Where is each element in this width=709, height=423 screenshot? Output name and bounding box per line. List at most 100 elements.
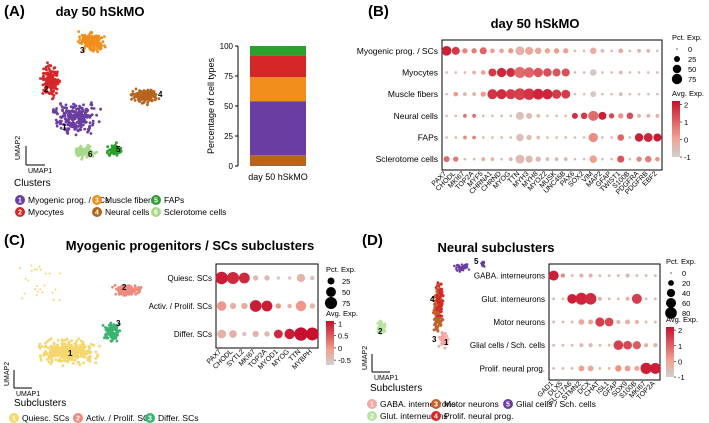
umap-c-point-3 <box>114 336 118 340</box>
umap-d-point-3 <box>440 319 443 322</box>
dot <box>305 327 319 341</box>
umap-a-point-1 <box>92 107 96 110</box>
umap-c-point-1 <box>48 272 51 275</box>
umap-a-point-1 <box>76 128 80 132</box>
dot <box>496 67 507 78</box>
panel-c-title: Myogenic progenitors / SCs subclusters <box>66 238 315 253</box>
umap-a-point-1 <box>76 115 80 119</box>
legend-label: Sclerotome cells <box>164 207 226 217</box>
color-legend-label: -1 <box>678 373 685 382</box>
umap-a: 1 2 3 4 5 6 <box>39 30 163 161</box>
umap-c-point-3 <box>110 339 114 343</box>
umap-d-point-4 <box>439 304 443 307</box>
umap-a-point-1 <box>99 107 102 111</box>
legend-number: 3 <box>95 198 99 205</box>
umap-d-point-5 <box>466 263 469 266</box>
legend-label: GABA. interneurons <box>380 399 456 409</box>
umap-c-point-1 <box>41 291 44 294</box>
umap-c-point-3 <box>110 327 114 331</box>
dot <box>515 111 524 120</box>
umap-a-point-1 <box>80 110 84 114</box>
dot <box>570 320 574 324</box>
umap-d-point-4 <box>439 288 443 292</box>
umap-a-point-6 <box>86 152 90 156</box>
umap-a-point-1 <box>77 120 81 124</box>
color-legend-label: 1 <box>684 118 688 127</box>
dot <box>653 274 657 278</box>
dot <box>546 114 549 118</box>
dot <box>523 67 535 78</box>
umap-d-point-2 <box>379 326 383 330</box>
umap-c-point-1 <box>65 337 69 341</box>
size-legend-dot <box>327 277 335 285</box>
legend-label: FAPs <box>164 195 184 205</box>
dot <box>646 48 651 53</box>
umap-a-point-2 <box>49 81 52 85</box>
umap-c-point-1 <box>58 299 61 302</box>
umap-c-point-1 <box>88 346 92 349</box>
dot <box>295 300 307 312</box>
umap-a-cluster-label: 1 <box>62 123 67 132</box>
dot <box>454 71 458 74</box>
panel-c-letter: (C) <box>4 232 25 249</box>
dot <box>610 92 613 96</box>
dot <box>561 343 565 347</box>
umap-c-point-1 <box>68 348 71 351</box>
umap-a-point-5 <box>108 154 112 157</box>
color-legend-label: 0 <box>684 136 688 145</box>
size-legend-dot <box>670 272 672 274</box>
dot <box>463 157 467 161</box>
dot <box>500 114 503 118</box>
umap-a-point-5 <box>113 144 116 148</box>
umap-a-point-1 <box>56 112 59 116</box>
umap-c-point-1 <box>89 342 93 346</box>
umap-c-point-1 <box>45 351 48 355</box>
umap-a-point-1 <box>80 106 84 110</box>
umap-a-point-4 <box>145 94 148 97</box>
umap-a-point-1 <box>88 116 92 119</box>
umap-a-point-3 <box>97 34 101 38</box>
umap-a-point-6 <box>78 151 81 155</box>
umap-c-point-1 <box>76 354 80 358</box>
umap-c-point-1 <box>60 359 64 363</box>
dot <box>544 48 551 54</box>
umap-c-point-1 <box>48 348 52 352</box>
umap-a-point-4 <box>142 90 145 94</box>
umap-a-point-1 <box>82 114 86 118</box>
umap-a-point-3 <box>91 49 95 53</box>
size-legend-dot <box>676 48 678 50</box>
dot <box>451 46 460 55</box>
dot <box>587 365 594 372</box>
dot <box>488 68 497 77</box>
legend-number: 1 <box>18 198 22 205</box>
umap-c-point-1 <box>65 353 68 356</box>
dot <box>580 112 588 120</box>
umap-c-point-1 <box>43 284 46 287</box>
umap-d-point-5 <box>459 267 462 271</box>
umap-c-point-1 <box>79 355 82 358</box>
dot <box>578 365 585 372</box>
umap-c-point-2 <box>113 283 117 287</box>
dot <box>229 330 237 338</box>
umap-a-point-1 <box>65 106 69 110</box>
color-legend-bar <box>326 321 334 365</box>
umap-c-point-3 <box>106 328 110 332</box>
umap-d-point-2 <box>376 321 380 325</box>
umap-a-point-3 <box>97 44 100 47</box>
umap-c-point-1 <box>27 279 30 282</box>
color-legend-bar <box>666 327 674 377</box>
umap-c-point-1 <box>84 350 88 354</box>
dot <box>573 49 577 53</box>
dot <box>582 157 586 161</box>
umap-a-point-1 <box>81 120 85 123</box>
dot <box>215 271 228 285</box>
dot <box>631 293 642 304</box>
legend-number: 2 <box>370 414 374 421</box>
bar-segment <box>250 46 306 56</box>
row-label: Glut. interneurons <box>481 295 545 304</box>
dot <box>625 319 631 325</box>
legend-label: Prolif. neural prog. <box>444 411 513 421</box>
size-legend-value: 75 <box>688 75 696 84</box>
umap-d-point-5 <box>480 261 484 265</box>
dot <box>560 273 565 278</box>
